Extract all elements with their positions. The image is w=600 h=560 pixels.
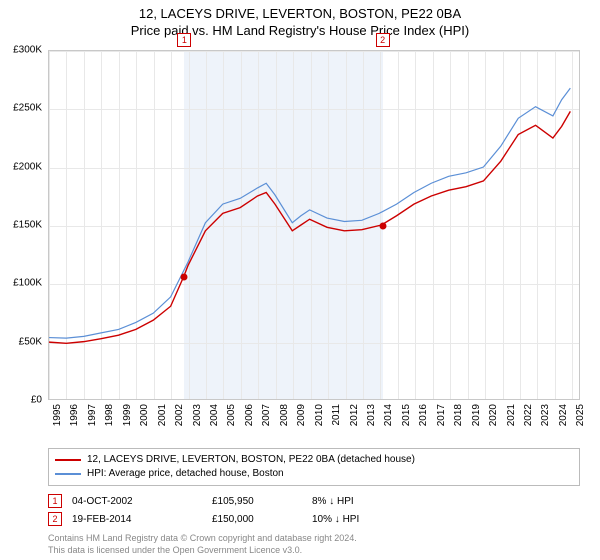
footer-attribution: Contains HM Land Registry data © Crown c… <box>48 532 357 556</box>
x-tick-label: 2010 <box>314 404 325 426</box>
sale-hpi-diff: 10% ↓ HPI <box>312 514 432 525</box>
sale-number-box: 2 <box>48 512 62 526</box>
legend-label: 12, LACEYS DRIVE, LEVERTON, BOSTON, PE22… <box>87 453 415 467</box>
legend-label: HPI: Average price, detached house, Bost… <box>87 467 284 481</box>
y-tick-label: £300K <box>13 45 42 56</box>
sale-marker-label: 1 <box>177 33 191 47</box>
x-tick-label: 1996 <box>69 404 80 426</box>
x-tick-label: 2007 <box>261 404 272 426</box>
x-tick-label: 2013 <box>366 404 377 426</box>
x-tick-label: 2018 <box>453 404 464 426</box>
x-tick-label: 2020 <box>488 404 499 426</box>
chart-lines-svg <box>49 51 579 399</box>
sale-price: £105,950 <box>212 496 302 507</box>
x-tick-label: 2014 <box>383 404 394 426</box>
x-tick-label: 2019 <box>471 404 482 426</box>
x-tick-label: 2000 <box>139 404 150 426</box>
x-tick-label: 1997 <box>87 404 98 426</box>
legend-and-sales: 12, LACEYS DRIVE, LEVERTON, BOSTON, PE22… <box>48 448 580 528</box>
y-axis: £0£50K£100K£150K£200K£250K£300K <box>0 50 46 400</box>
x-tick-label: 2015 <box>401 404 412 426</box>
y-tick-label: £150K <box>13 220 42 231</box>
x-tick-label: 2001 <box>157 404 168 426</box>
y-tick-label: £0 <box>31 395 42 406</box>
legend-row: 12, LACEYS DRIVE, LEVERTON, BOSTON, PE22… <box>55 453 573 467</box>
x-tick-label: 2016 <box>418 404 429 426</box>
footer-line-1: Contains HM Land Registry data © Crown c… <box>48 532 357 544</box>
chart-container: 12, LACEYS DRIVE, LEVERTON, BOSTON, PE22… <box>0 0 600 560</box>
y-tick-label: £50K <box>19 336 42 347</box>
sale-marker-label: 2 <box>376 33 390 47</box>
y-tick-label: £100K <box>13 278 42 289</box>
x-tick-label: 1999 <box>122 404 133 426</box>
chart-plot-area: 12 <box>48 50 580 400</box>
legend-swatch <box>55 459 81 461</box>
series-hpi <box>49 88 570 338</box>
x-tick-label: 2024 <box>558 404 569 426</box>
chart-subtitle: Price paid vs. HM Land Registry's House … <box>0 23 600 38</box>
legend-box: 12, LACEYS DRIVE, LEVERTON, BOSTON, PE22… <box>48 448 580 486</box>
x-axis: 1995 1996 1997 1998 1999 2000 2001 2002 2003 2004… <box>48 402 580 446</box>
x-tick-label: 2008 <box>279 404 290 426</box>
y-tick-label: £250K <box>13 103 42 114</box>
x-tick-label: 1995 <box>52 404 63 426</box>
sale-price: £150,000 <box>212 514 302 525</box>
x-tick-label: 2005 <box>226 404 237 426</box>
x-tick-label: 2023 <box>540 404 551 426</box>
sale-number-box: 1 <box>48 494 62 508</box>
sale-row: 1 04-OCT-2002 £105,950 8% ↓ HPI <box>48 492 580 510</box>
sale-date: 19-FEB-2014 <box>72 514 202 525</box>
sale-marker-dot <box>181 274 188 281</box>
x-tick-label: 1998 <box>104 404 115 426</box>
x-tick-label: 2003 <box>192 404 203 426</box>
series-property <box>49 111 570 343</box>
legend-row: HPI: Average price, detached house, Bost… <box>55 467 573 481</box>
y-tick-label: £200K <box>13 161 42 172</box>
chart-titles: 12, LACEYS DRIVE, LEVERTON, BOSTON, PE22… <box>0 0 600 38</box>
x-tick-label: 2022 <box>523 404 534 426</box>
x-tick-label: 2017 <box>436 404 447 426</box>
legend-swatch <box>55 473 81 475</box>
footer-line-2: This data is licensed under the Open Gov… <box>48 544 357 556</box>
x-tick-label: 2002 <box>174 404 185 426</box>
sale-row: 2 19-FEB-2014 £150,000 10% ↓ HPI <box>48 510 580 528</box>
x-tick-label: 2012 <box>349 404 360 426</box>
sales-table: 1 04-OCT-2002 £105,950 8% ↓ HPI 2 19-FEB-2014… <box>48 492 580 528</box>
x-tick-label: 2004 <box>209 404 220 426</box>
x-tick-label: 2011 <box>331 404 342 426</box>
x-tick-label: 2021 <box>506 404 517 426</box>
x-tick-label: 2009 <box>296 404 307 426</box>
sale-hpi-diff: 8% ↓ HPI <box>312 496 432 507</box>
sale-date: 04-OCT-2002 <box>72 496 202 507</box>
x-tick-label: 2025 <box>575 404 586 426</box>
chart-title: 12, LACEYS DRIVE, LEVERTON, BOSTON, PE22… <box>0 6 600 21</box>
sale-marker-dot <box>379 223 386 230</box>
x-tick-label: 2006 <box>244 404 255 426</box>
